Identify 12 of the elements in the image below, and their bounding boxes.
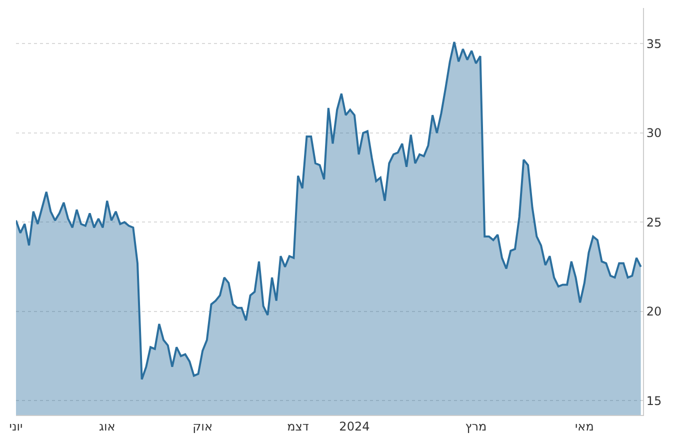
y-tick-label: 20 — [646, 304, 662, 319]
y-tick-label: 30 — [646, 126, 662, 140]
x-tick-label: 2024 — [339, 419, 370, 434]
y-tick-label: 35 — [646, 36, 662, 51]
y-tick-label: 15 — [646, 394, 662, 408]
x-tick-label: דצמ — [287, 419, 310, 434]
x-tick-label: יוני — [9, 419, 23, 434]
x-tick-label: אוג — [98, 419, 116, 434]
x-tick-label: מרץ — [465, 419, 487, 434]
x-tick-label: מאי — [574, 419, 594, 434]
y-tick-label: 25 — [646, 215, 662, 230]
x-tick-label: אוק — [192, 419, 212, 434]
